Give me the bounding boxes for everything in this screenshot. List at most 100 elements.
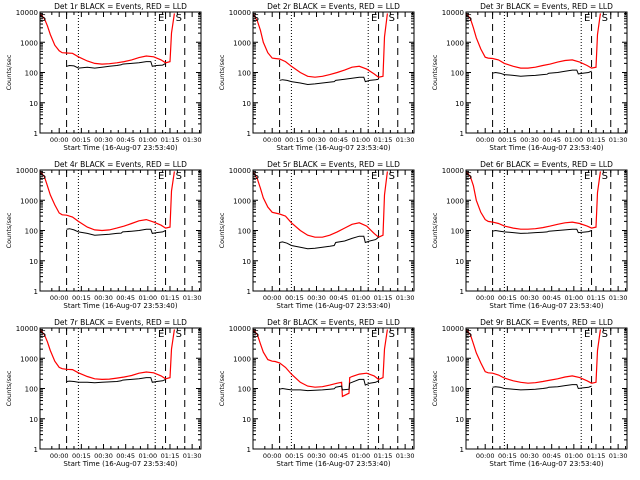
- chart-panel-5-y-tick-label: 100: [238, 228, 251, 236]
- chart-panel-7-x-tick-label: 00:00: [50, 452, 69, 460]
- chart-panel-1-events-series-line: [66, 61, 166, 69]
- chart-panel-6-x-tick-label: 01:00: [564, 294, 583, 302]
- chart-panel-3-x-tick-label: 00:30: [520, 136, 539, 144]
- chart-panel-8-segment-marker-1: S: [253, 329, 259, 340]
- chart-panel-9-y-tick-label: 10000: [442, 325, 464, 333]
- chart-panel-8-x-axis-label: Start Time (16-Aug-07 23:53:40): [276, 460, 390, 468]
- chart-panel-3-y-tick-label: 1: [460, 130, 464, 138]
- chart-panel-3-title: Det 3r BLACK = Events, RED = LLD: [480, 2, 613, 11]
- chart-panel-2-x-tick-label: 01:30: [396, 136, 415, 144]
- chart-panel-8-lld-series-line: [252, 329, 388, 398]
- chart-panel-9-segment-marker-2: E: [584, 329, 590, 340]
- chart-panel-9-lld-series-line: [465, 329, 601, 384]
- chart-panel-4-x-tick-label: 00:15: [72, 294, 91, 302]
- chart-panel-6-y-tick-label: 10: [455, 258, 464, 266]
- chart-panel-8-title: Det 8r BLACK = Events, RED = LLD: [267, 318, 400, 327]
- chart-panel-2-x-tick-label: 00:15: [285, 136, 304, 144]
- chart-panel-1-y-tick-label: 10000: [16, 9, 38, 17]
- chart-panel-8-segment-marker-3: S: [389, 329, 395, 340]
- chart-panel-7-y-tick-label: 10000: [16, 325, 38, 333]
- chart-panel-4-x-axis-label: Start Time (16-Aug-07 23:53:40): [63, 302, 177, 310]
- chart-panel-8-y-tick-label: 10: [242, 416, 251, 424]
- chart-panel-8-x-tick-label: 01:30: [396, 452, 415, 460]
- chart-panel-3-x-axis-label: Start Time (16-Aug-07 23:53:40): [489, 144, 603, 152]
- chart-panel-2-y-tick-label: 10000: [229, 9, 251, 17]
- chart-panel-2-y-tick-label: 1: [247, 130, 251, 138]
- chart-panel-9-segment-marker-1: S: [466, 329, 472, 340]
- chart-panel-9-x-tick-label: 00:30: [520, 452, 539, 460]
- chart-panel-5-y-tick-label: 10: [242, 258, 251, 266]
- chart-panel-6: 1 10 100 1000 10000 00:00 00:15 00:30 00:45 01:00…: [431, 160, 628, 310]
- chart-panel-5-y-axis-label: Counts/sec: [218, 212, 226, 248]
- chart-panel-1-x-tick-label: 00:45: [116, 136, 135, 144]
- chart-panel-6-events-series-line: [492, 228, 592, 234]
- chart-panel-8-x-tick-label: 00:45: [329, 452, 348, 460]
- chart-panel-3-y-tick-label: 1000: [446, 39, 464, 47]
- chart-panel-5-x-tick-label: 01:30: [396, 294, 415, 302]
- chart-panel-1-segment-marker-1: S: [40, 13, 46, 24]
- chart-panel-9-y-tick-label: 10: [455, 416, 464, 424]
- chart-panel-5-x-tick-label: 00:00: [263, 294, 282, 302]
- chart-panel-8-x-tick-label: 00:30: [307, 452, 326, 460]
- chart-panel-4-y-tick-label: 1000: [20, 197, 38, 205]
- chart-panel-4-lld-series-line: [39, 171, 175, 232]
- chart-panel-3-events-series-line: [492, 69, 592, 77]
- chart-panel-2: 1 10 100 1000 10000 00:00 00:15 00:30 00:45 01:00…: [218, 2, 415, 152]
- chart-panel-2-x-tick-label: 00:00: [263, 136, 282, 144]
- chart-panel-2-segment-marker-3: S: [389, 13, 395, 24]
- chart-panel-5-events-series-line: [279, 235, 379, 250]
- chart-panel-1-y-tick-label: 1: [34, 130, 38, 138]
- chart-panel-8-y-tick-label: 10000: [229, 325, 251, 333]
- chart-panel-9: 1 10 100 1000 10000 00:00 00:15 00:30 00:45 01:00…: [431, 318, 628, 468]
- chart-panel-9-x-axis-label: Start Time (16-Aug-07 23:53:40): [489, 460, 603, 468]
- chart-panel-4: 1 10 100 1000 10000 00:00 00:15 00:30 00:45 01:00…: [5, 160, 202, 310]
- chart-panel-5-segment-marker-3: S: [389, 171, 395, 182]
- chart-panel-7-y-tick-label: 1: [34, 446, 38, 454]
- chart-panel-1-y-tick-label: 100: [25, 70, 38, 78]
- chart-panel-6-segment-marker-2: E: [584, 171, 590, 182]
- chart-panel-6-x-tick-label: 00:15: [498, 294, 517, 302]
- chart-panel-8-x-tick-label: 01:15: [374, 452, 393, 460]
- chart-panel-1-x-tick-label: 00:30: [94, 136, 113, 144]
- chart-panel-6-y-axis-label: Counts/sec: [431, 212, 439, 248]
- chart-panel-8-segment-marker-2: E: [371, 329, 377, 340]
- chart-panel-8-events-series-line: [279, 378, 379, 392]
- chart-panel-6-segment-marker-3: S: [602, 171, 608, 182]
- chart-panel-9-y-tick-label: 1: [460, 446, 464, 454]
- chart-panel-4-x-tick-label: 01:15: [161, 294, 180, 302]
- chart-panel-3-x-tick-label: 00:45: [542, 136, 561, 144]
- chart-panel-6-y-tick-label: 100: [451, 228, 464, 236]
- chart-panel-2-segment-marker-2: E: [371, 13, 377, 24]
- chart-panel-7-events-series-line: [66, 377, 166, 384]
- chart-panel-1-segment-marker-2: E: [158, 13, 164, 24]
- chart-panel-9-y-tick-label: 100: [451, 386, 464, 394]
- chart-panel-1-lld-series-line: [39, 13, 175, 65]
- chart-panel-7: 1 10 100 1000 10000 00:00 00:15 00:30 00:45 01:00…: [5, 318, 202, 468]
- chart-panel-7-y-tick-label: 10: [29, 416, 38, 424]
- chart-panel-8-x-tick-label: 00:00: [263, 452, 282, 460]
- chart-panel-4-y-axis-label: Counts/sec: [5, 212, 13, 248]
- chart-panel-2-x-tick-label: 01:15: [374, 136, 393, 144]
- chart-panel-2-events-series-line: [279, 76, 379, 86]
- chart-panel-4-x-tick-label: 00:00: [50, 294, 69, 302]
- chart-panel-1-y-tick-label: 10: [29, 100, 38, 108]
- chart-panel-4-y-tick-label: 100: [25, 228, 38, 236]
- chart-panel-8: 1 10 100 1000 10000 00:00 00:15 00:30 00:45 01:00…: [218, 318, 415, 468]
- chart-panel-4-title: Det 4r BLACK = Events, RED = LLD: [54, 160, 187, 169]
- chart-panel-4-x-tick-label: 01:00: [138, 294, 157, 302]
- chart-panel-5-x-axis-label: Start Time (16-Aug-07 23:53:40): [276, 302, 390, 310]
- chart-panel-6-x-tick-label: 00:30: [520, 294, 539, 302]
- chart-panel-2-y-tick-label: 1000: [233, 39, 251, 47]
- chart-panel-5-title: Det 5r BLACK = Events, RED = LLD: [267, 160, 400, 169]
- chart-panel-7-y-tick-label: 1000: [20, 355, 38, 363]
- chart-panel-1-y-axis-label: Counts/sec: [5, 54, 13, 90]
- chart-panel-1-x-tick-label: 01:15: [161, 136, 180, 144]
- chart-panel-3-x-tick-label: 01:30: [609, 136, 628, 144]
- chart-panel-7-x-tick-label: 01:15: [161, 452, 180, 460]
- chart-panel-9-y-tick-label: 1000: [446, 355, 464, 363]
- chart-panel-4-x-tick-label: 00:45: [116, 294, 135, 302]
- chart-panel-3-x-tick-label: 00:00: [476, 136, 495, 144]
- chart-panel-7-x-tick-label: 01:30: [183, 452, 202, 460]
- chart-panel-8-y-tick-label: 1: [247, 446, 251, 454]
